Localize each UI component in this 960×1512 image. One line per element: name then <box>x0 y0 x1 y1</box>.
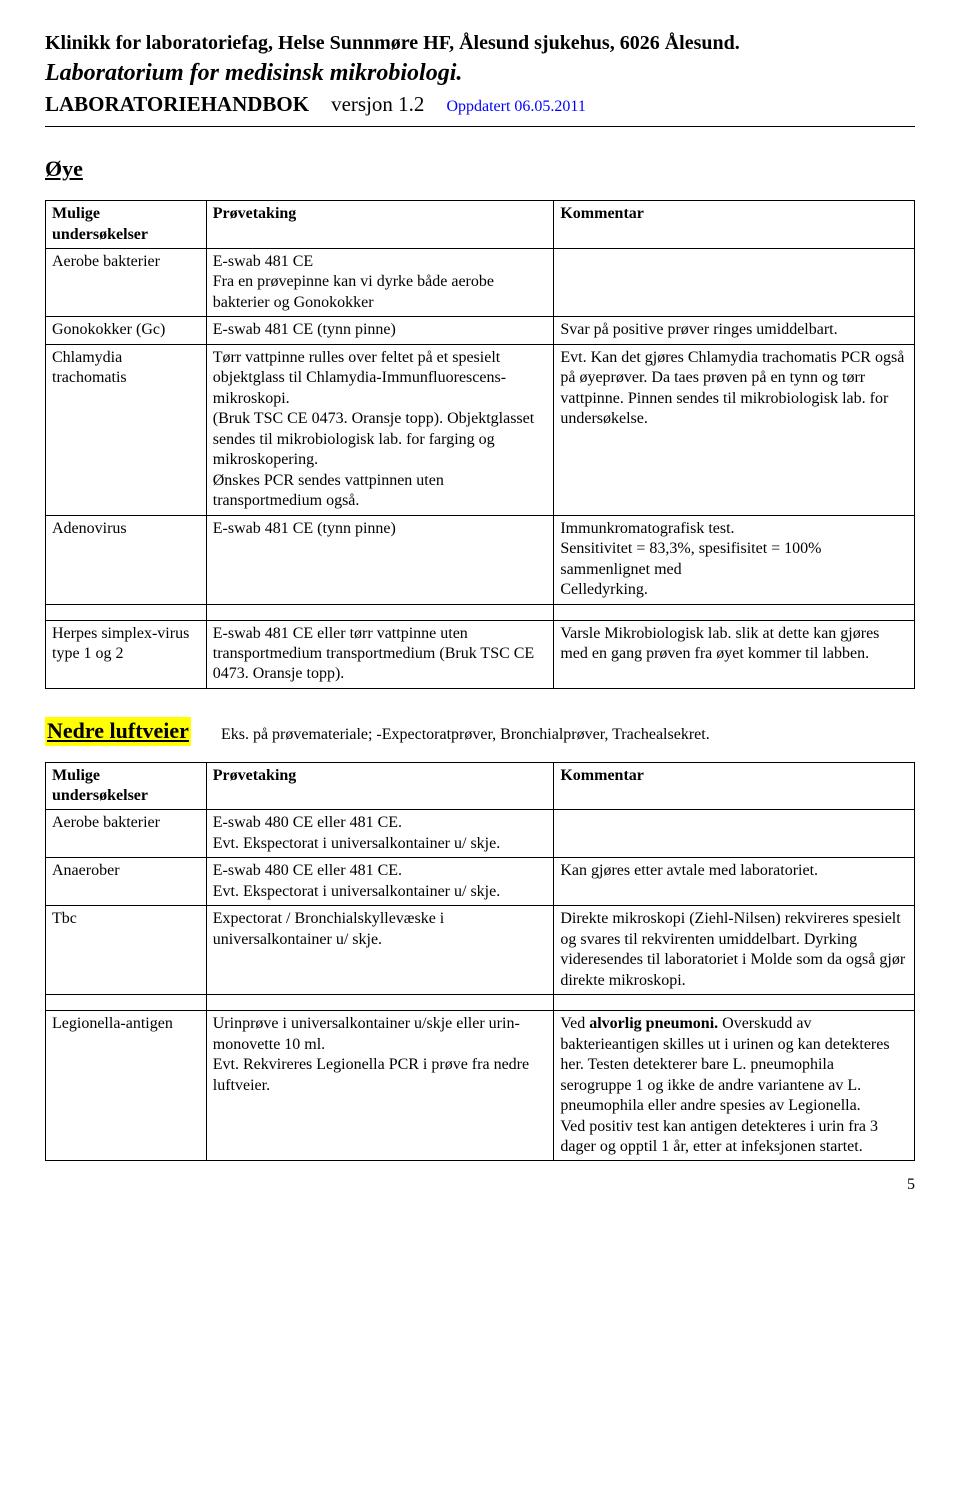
cell: Kan gjøres etter avtale med laboratoriet… <box>554 858 915 906</box>
table-row: Aerobe bakterier E-swab 481 CEFra en prø… <box>46 249 915 317</box>
table-row: Anaerober E-swab 480 CE eller 481 CE.Evt… <box>46 858 915 906</box>
table-spacer <box>46 995 915 1011</box>
cell: Aerobe bakterier <box>46 249 207 317</box>
col-header: Kommentar <box>554 762 915 810</box>
cell: Direkte mikroskopi (Ziehl-Nilsen) rekvir… <box>554 906 915 995</box>
cell: Varsle Mikrobiologisk lab. slik at dette… <box>554 620 915 688</box>
cell <box>554 249 915 317</box>
section-nedre-heading: Nedre luftveier Eks. på prøvemateriale; … <box>45 717 915 746</box>
cell: Immunkromatografisk test.Sensitivitet = … <box>554 515 915 604</box>
table-spacer <box>46 604 915 620</box>
section-title-nedre: Nedre luftveier <box>45 717 191 746</box>
cell: E-swab 481 CE eller tørr vattpinne uten … <box>206 620 554 688</box>
header-line3: LABORATORIEHANDBOK versjon 1.2 Oppdatert… <box>45 91 915 118</box>
col-header: Prøvetaking <box>206 201 554 249</box>
cell <box>554 810 915 858</box>
cell: E-swab 480 CE eller 481 CE.Evt. Ekspecto… <box>206 810 554 858</box>
header-line2: Laboratorium for medisinsk mikrobiologi. <box>45 58 915 89</box>
table-header-row: Mulige undersøkelser Prøvetaking Komment… <box>46 762 915 810</box>
cell: Legionella-antigen <box>46 1011 207 1161</box>
cell: Tbc <box>46 906 207 995</box>
table-header-row: Mulige undersøkelser Prøvetaking Komment… <box>46 201 915 249</box>
table-row: Adenovirus E-swab 481 CE (tynn pinne) Im… <box>46 515 915 604</box>
cell: Aerobe bakterier <box>46 810 207 858</box>
cell: E-swab 480 CE eller 481 CE.Evt. Ekspecto… <box>206 858 554 906</box>
cell: E-swab 481 CE (tynn pinne) <box>206 317 554 344</box>
table-row: Tbc Expectorat / Bronchialskyllevæske i … <box>46 906 915 995</box>
cell: Adenovirus <box>46 515 207 604</box>
cell: E-swab 481 CE (tynn pinne) <box>206 515 554 604</box>
cell: Tørr vattpinne rulles over feltet på et … <box>206 344 554 515</box>
nedre-table: Mulige undersøkelser Prøvetaking Komment… <box>45 762 915 1162</box>
table-row: Chlamydia trachomatis Tørr vattpinne rul… <box>46 344 915 515</box>
cell: Chlamydia trachomatis <box>46 344 207 515</box>
table-row: Aerobe bakterier E-swab 480 CE eller 481… <box>46 810 915 858</box>
cell: Evt. Kan det gjøres Chlamydia trachomati… <box>554 344 915 515</box>
section-subtext-nedre: Eks. på prøvemateriale; -Expectoratprøve… <box>221 725 710 746</box>
table-row: Legionella-antigen Urinprøve i universal… <box>46 1011 915 1161</box>
header-title: LABORATORIEHANDBOK <box>45 91 309 118</box>
cell: Svar på positive prøver ringes umiddelba… <box>554 317 915 344</box>
cell: Ved alvorlig pneumoni. Overskudd av bakt… <box>554 1011 915 1161</box>
cell: Urinprøve i universalkontainer u/skje el… <box>206 1011 554 1161</box>
col-header: Mulige undersøkelser <box>46 201 207 249</box>
cell: Herpes simplex-virus type 1 og 2 <box>46 620 207 688</box>
table-row: Herpes simplex-virus type 1 og 2 E-swab … <box>46 620 915 688</box>
header-line1: Klinikk for laboratoriefag, Helse Sunnmø… <box>45 30 915 56</box>
page-number: 5 <box>45 1175 915 1196</box>
col-header: Kommentar <box>554 201 915 249</box>
cell: Gonokokker (Gc) <box>46 317 207 344</box>
section-title-oye: Øye <box>45 155 915 184</box>
table-row: Gonokokker (Gc) E-swab 481 CE (tynn pinn… <box>46 317 915 344</box>
header-divider <box>45 126 915 127</box>
oye-table: Mulige undersøkelser Prøvetaking Komment… <box>45 200 915 689</box>
header-version: versjon 1.2 <box>331 91 424 118</box>
header-date: Oppdatert 06.05.2011 <box>446 97 585 118</box>
cell: E-swab 481 CEFra en prøvepinne kan vi dy… <box>206 249 554 317</box>
col-header: Prøvetaking <box>206 762 554 810</box>
col-header: Mulige undersøkelser <box>46 762 207 810</box>
page-header: Klinikk for laboratoriefag, Helse Sunnmø… <box>45 30 915 127</box>
cell: Expectorat / Bronchialskyllevæske i univ… <box>206 906 554 995</box>
cell: Anaerober <box>46 858 207 906</box>
